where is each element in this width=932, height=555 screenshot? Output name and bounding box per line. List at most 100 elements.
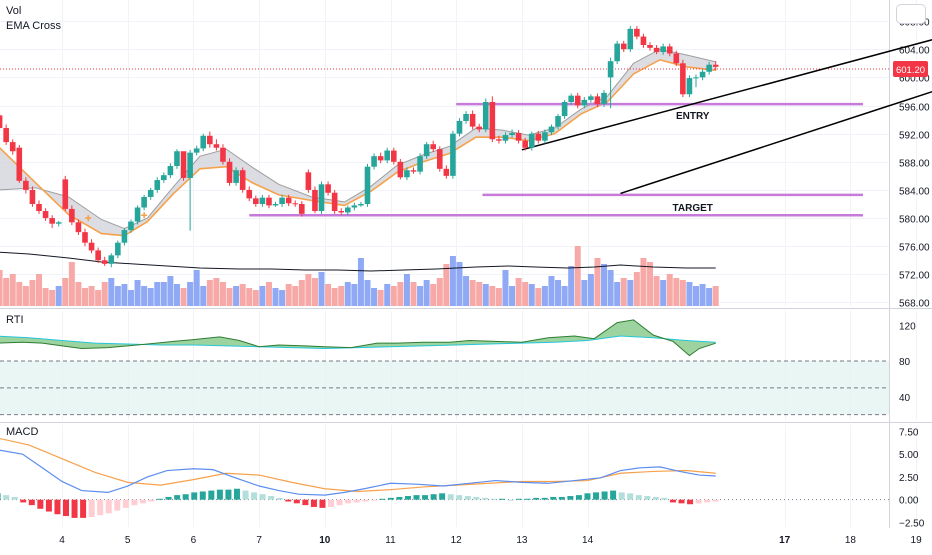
macd-histogram-bar bbox=[174, 495, 181, 500]
candle-body bbox=[660, 46, 666, 53]
volume-bar bbox=[95, 290, 102, 306]
macd-histogram-bar bbox=[105, 499, 112, 514]
volume-bar bbox=[377, 290, 384, 306]
candle-body bbox=[344, 207, 351, 213]
volume-bar bbox=[16, 282, 23, 306]
volume-bar bbox=[403, 274, 410, 306]
macd-histogram-bar bbox=[473, 496, 480, 500]
volume-bar bbox=[509, 286, 516, 306]
date-axis-tick: 13 bbox=[516, 535, 528, 546]
volume-bar bbox=[574, 246, 581, 306]
volume-bar bbox=[614, 282, 621, 306]
rti-line bbox=[0, 319, 716, 357]
date-axis-tick: 5 bbox=[125, 535, 131, 546]
candle-body bbox=[620, 43, 627, 50]
macd-histogram-bar bbox=[370, 499, 377, 501]
candle-body bbox=[712, 64, 719, 67]
candle-body bbox=[338, 211, 345, 213]
candle-body bbox=[82, 232, 88, 243]
volume-bar bbox=[233, 286, 240, 306]
volume-bar bbox=[601, 264, 608, 306]
volume-bar bbox=[101, 282, 108, 306]
volume-bar bbox=[305, 274, 312, 306]
candle-body bbox=[496, 139, 502, 141]
macd-histogram-bar bbox=[601, 491, 608, 500]
candle-body bbox=[607, 61, 614, 78]
candle-body bbox=[515, 132, 522, 141]
candle-body bbox=[42, 211, 49, 219]
macd-histogram-bar bbox=[63, 499, 70, 517]
ema-cross-marker bbox=[141, 212, 148, 219]
volume-bar bbox=[114, 286, 121, 306]
candle-body bbox=[305, 172, 312, 190]
date-axis-tick: 18 bbox=[845, 535, 857, 546]
volume-bar bbox=[42, 288, 49, 306]
candle-body bbox=[325, 184, 331, 193]
macd-indicator-label[interactable]: MACD bbox=[6, 426, 39, 438]
candle-body bbox=[128, 221, 134, 231]
candle-body bbox=[469, 113, 476, 127]
candle-body bbox=[36, 204, 42, 212]
candle-body bbox=[161, 175, 167, 181]
volume-bar bbox=[193, 270, 200, 306]
volume-bar bbox=[417, 286, 424, 306]
volume-bar bbox=[200, 286, 207, 306]
candle-body bbox=[253, 198, 259, 204]
macd-histogram-bar bbox=[122, 499, 129, 508]
macd-histogram-bar bbox=[387, 497, 394, 500]
vol-indicator-label[interactable]: Vol bbox=[6, 5, 22, 17]
macd-histogram-bar bbox=[541, 497, 548, 500]
macd-histogram-bar bbox=[396, 496, 403, 500]
macd-histogram-bar bbox=[242, 490, 249, 500]
candle-body bbox=[154, 180, 161, 190]
macd-histogram-bar bbox=[191, 492, 198, 500]
macd-histogram-bar bbox=[3, 495, 10, 500]
macd-histogram-bar bbox=[413, 495, 420, 500]
chart-settings-button[interactable] bbox=[896, 4, 926, 24]
volume-ma-line bbox=[0, 251, 716, 272]
macd-histogram-bar bbox=[379, 498, 386, 500]
candle-body bbox=[134, 207, 141, 222]
ema-cross-indicator-label[interactable]: EMA Cross bbox=[6, 20, 62, 32]
volume-bar bbox=[666, 274, 673, 306]
macd-histogram-bar bbox=[251, 492, 258, 500]
volume-bar bbox=[9, 274, 16, 306]
date-axis-tick: 11 bbox=[385, 535, 396, 546]
candle-body bbox=[0, 115, 3, 129]
candle-body bbox=[522, 140, 528, 148]
candle-body bbox=[634, 28, 640, 37]
volume-bar bbox=[357, 258, 364, 306]
macd-histogram-bar bbox=[20, 499, 27, 503]
volume-bar bbox=[706, 288, 713, 306]
volume-bar bbox=[693, 286, 700, 306]
volume-bar bbox=[127, 290, 134, 306]
macd-histogram-bar bbox=[661, 497, 668, 500]
volume-bar bbox=[653, 276, 660, 306]
volume-bar bbox=[338, 286, 345, 306]
volume-bar bbox=[594, 258, 601, 306]
candle-body bbox=[436, 149, 443, 169]
candle-body bbox=[423, 144, 430, 157]
rti-indicator-label[interactable]: RTI bbox=[6, 314, 24, 326]
volume-bar bbox=[141, 286, 148, 306]
volume-bar bbox=[246, 288, 253, 306]
candle-body bbox=[285, 197, 292, 204]
candle-body bbox=[627, 28, 634, 50]
candle-body bbox=[220, 147, 226, 162]
candle-body bbox=[174, 151, 180, 167]
macd-histogram-bar bbox=[302, 499, 309, 506]
volume-bar bbox=[134, 280, 141, 306]
volume-bar bbox=[463, 276, 470, 306]
volume-bar bbox=[679, 280, 686, 306]
volume-bar bbox=[279, 290, 286, 306]
volume-bar bbox=[469, 280, 476, 306]
macd-histogram-bar bbox=[71, 499, 78, 518]
macd-histogram-bar bbox=[310, 499, 317, 507]
volume-bar bbox=[325, 284, 332, 306]
candle-body bbox=[640, 36, 647, 46]
candle-body bbox=[88, 242, 95, 251]
volume-bar bbox=[443, 264, 450, 306]
candle-body bbox=[213, 144, 220, 148]
price-axis-tick: 580.00 bbox=[899, 215, 930, 226]
